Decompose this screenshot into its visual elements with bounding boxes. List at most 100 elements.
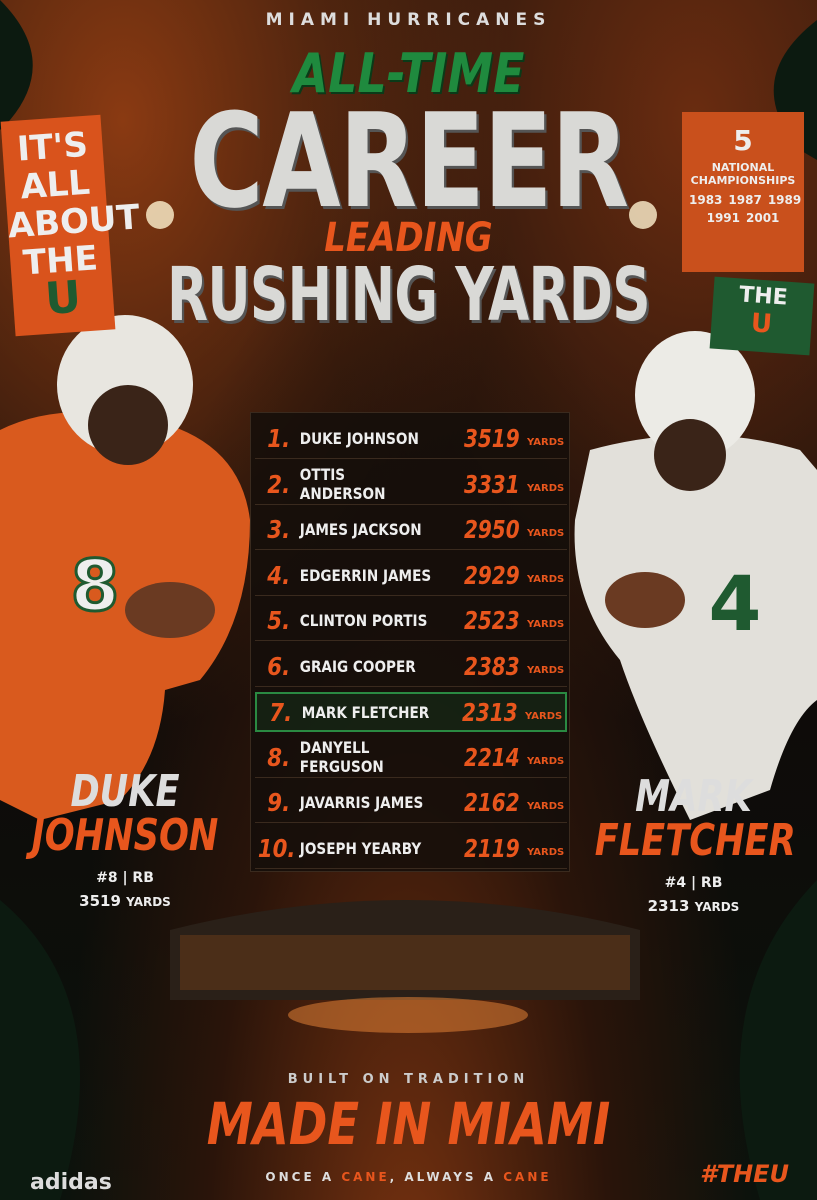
unit: YARDS [525, 710, 563, 722]
championship-label: NATIONAL CHAMPIONSHIPS [690, 161, 796, 187]
championship-years: 1983 1987 1989 1991 2001 [686, 191, 802, 227]
leaderboard-row: 8. DANYELL FERGUSON 2214 YARDS [255, 738, 567, 778]
player-name: GRAIG COOPER [299, 656, 416, 676]
footer-title: MADE IN MIAMI [206, 1090, 611, 1158]
left-player: 8 [0, 315, 250, 820]
player-name: DUKE JOHNSON [299, 429, 419, 448]
player-name: MARK FLETCHER [301, 702, 430, 722]
player-yards: 3519 [79, 892, 121, 910]
title-line: CAREER [189, 85, 629, 237]
yards: 2313 [462, 697, 519, 727]
unit: YARDS [527, 482, 565, 494]
leaderboard-row: 10. JOSEPH YEARBY 2119 YARDS [255, 829, 567, 869]
championship-year: 1987 [728, 193, 762, 207]
unit: YARDS [527, 846, 565, 858]
championship-year: 1989 [767, 193, 802, 207]
leaderboard-row: 3. JAMES JACKSON 2950 YARDS [255, 510, 567, 550]
title-line: RUSHING YARDS [167, 252, 651, 338]
leaderboard-row: 4. EDGERRIN JAMES 2929 YARDS [255, 556, 567, 596]
unit: YARDS [527, 801, 565, 812]
player-position: #8 | RB [96, 870, 154, 886]
svg-text:8: 8 [71, 545, 120, 627]
player-total: 3519 YARDS [0, 892, 250, 910]
unit: YARDS [527, 619, 565, 630]
leaderboard-row: 7. MARK FLETCHER 2313 YARDS [255, 692, 567, 732]
rank: 1. [267, 424, 291, 453]
player-first: DUKE [70, 766, 180, 817]
flag: THE U [709, 276, 815, 356]
player-name: JOSEPH YEARBY [299, 838, 422, 858]
rank: 2. [267, 469, 291, 499]
yards: 2383 [464, 651, 521, 681]
title-line: LEADING [324, 215, 493, 261]
player-unit: YARDS [126, 895, 171, 909]
yards: 2950 [464, 515, 521, 544]
team-name: MIAMI HURRICANES [265, 10, 552, 30]
hashtag: #THEU [700, 1160, 790, 1188]
rank: 4. [267, 560, 291, 590]
left-banner: IT'S ALL ABOUT THE U [0, 114, 141, 337]
leaderboard: 1. DUKE JOHNSON 3519 YARDS 2. OTTIS ANDERSON 3… [250, 412, 570, 872]
player-last: JOHNSON [31, 810, 219, 861]
leaderboard-row: 5. CLINTON PORTIS 2523 YARDS [255, 601, 567, 641]
tagline-part: CANE [341, 1170, 390, 1184]
player-name: EDGERRIN JAMES [299, 565, 432, 585]
right-banner: 5 NATIONAL CHAMPIONSHIPS 1983 1987 1989 199… [682, 112, 804, 272]
leaderboard-row: 2. OTTIS ANDERSON 3331 YARDS [255, 465, 567, 505]
flag-text: U [749, 308, 774, 340]
footer-kicker: BUILT ON TRADITION [287, 1072, 530, 1087]
leaderboard-row: 9. JAVARRIS JAMES 2162 YARDS [255, 783, 567, 823]
unit: YARDS [527, 755, 565, 767]
unit: YARDS [527, 528, 565, 539]
rank: 3. [267, 515, 291, 544]
tagline-part: CANE [503, 1170, 552, 1184]
player-name: JAMES JACKSON [299, 520, 422, 539]
title-line: ALL-TIME [292, 42, 525, 105]
tagline-part: , ALWAYS A [389, 1170, 504, 1184]
player-name: CLINTON PORTIS [299, 611, 428, 630]
yards: 2523 [464, 606, 521, 635]
championship-year: 1991 [706, 211, 740, 225]
yards: 2119 [464, 833, 521, 863]
right-player: 4 [574, 331, 817, 820]
footer-tagline: ONCE A CANE, ALWAYS A CANE [0, 1170, 817, 1184]
yards: 3331 [464, 469, 521, 499]
player-total: 2313 YARDS [570, 897, 817, 915]
rank: 10. [257, 833, 296, 863]
rank: 6. [267, 651, 291, 681]
left-player-caption: DUKE JOHNSON #8 | RB 3519 YARDS [0, 766, 250, 911]
player-name: OTTIS ANDERSON [299, 465, 386, 503]
unit: YARDS [527, 573, 565, 585]
player-last: FLETCHER [594, 815, 796, 866]
player-first: MARK [635, 771, 752, 822]
yards: 2929 [464, 560, 521, 590]
leaderboard-row: 6. GRAIG COOPER 2383 YARDS [255, 647, 567, 687]
player-yards: 2313 [647, 897, 690, 915]
leaderboard-row: 1. DUKE JOHNSON 3519 YARDS [255, 419, 567, 459]
tagline-part: ONCE A [265, 1170, 342, 1184]
unit: YARDS [527, 664, 565, 676]
rank: 9. [267, 788, 291, 817]
championship-count: 5 [733, 124, 753, 157]
right-player-caption: MARK FLETCHER #4 | RB 2313 YARDS [570, 771, 817, 916]
player-unit: YARDS [694, 900, 740, 914]
championship-year: 1983 [689, 193, 723, 207]
yards: 2162 [464, 788, 521, 817]
unit: YARDS [527, 437, 565, 448]
player-position: #4 | RB [664, 875, 723, 891]
player-name: DANYELL FERGUSON [299, 738, 384, 776]
rank: 8. [267, 742, 291, 772]
yards: 3519 [464, 424, 521, 453]
rank: 7. [269, 697, 293, 727]
stadium [170, 900, 640, 1033]
championship-year: 2001 [746, 211, 780, 225]
yards: 2214 [464, 742, 521, 772]
player-name: JAVARRIS JAMES [299, 793, 424, 812]
svg-text:4: 4 [709, 559, 762, 648]
rank: 5. [267, 606, 291, 635]
